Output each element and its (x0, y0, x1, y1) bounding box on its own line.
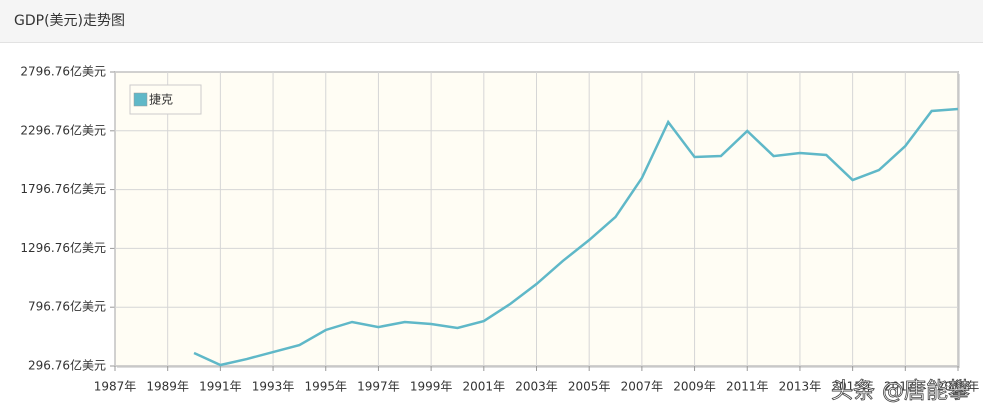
x-tick-label: 2019年 (937, 380, 980, 394)
x-tick-label: 1997年 (357, 380, 400, 394)
x-tick-label: 2011年 (726, 380, 769, 394)
x-tick-label: 1993年 (252, 380, 295, 394)
x-tick-label: 2003年 (515, 380, 558, 394)
y-tick-label: 296.76亿美元 (28, 358, 106, 373)
x-tick-label: 2001年 (463, 380, 506, 394)
watermark: 头条 @唐能攀 (831, 379, 970, 404)
y-tick-label: 1796.76亿美元 (20, 181, 106, 196)
y-tick-label: 2296.76亿美元 (20, 122, 106, 137)
x-tick-label: 2013年 (779, 380, 822, 394)
legend-label: 捷克 (149, 93, 173, 107)
y-tick-label: 2796.76亿美元 (20, 64, 106, 79)
y-tick-label: 796.76亿美元 (28, 299, 106, 314)
x-tick-label: 1995年 (304, 380, 347, 394)
x-tick-label: 1991年 (199, 380, 242, 394)
y-tick-label: 1296.76亿美元 (20, 240, 106, 255)
line-series (193, 107, 959, 367)
x-tick-label: 2017年 (884, 380, 927, 394)
x-tick-label: 2009年 (673, 380, 716, 394)
x-tick-label: 1999年 (410, 380, 453, 394)
x-tick-label: 2005年 (568, 380, 611, 394)
chart-title: GDP(美元)走势图 (14, 13, 125, 29)
x-tick-label: 1987年 (94, 380, 137, 394)
legend-swatch (133, 92, 148, 107)
x-tick-label: 2015年 (831, 380, 874, 394)
header-bar (0, 0, 983, 42)
x-tick-label: 1989年 (146, 380, 189, 394)
x-tick-label: 2007年 (621, 380, 664, 394)
